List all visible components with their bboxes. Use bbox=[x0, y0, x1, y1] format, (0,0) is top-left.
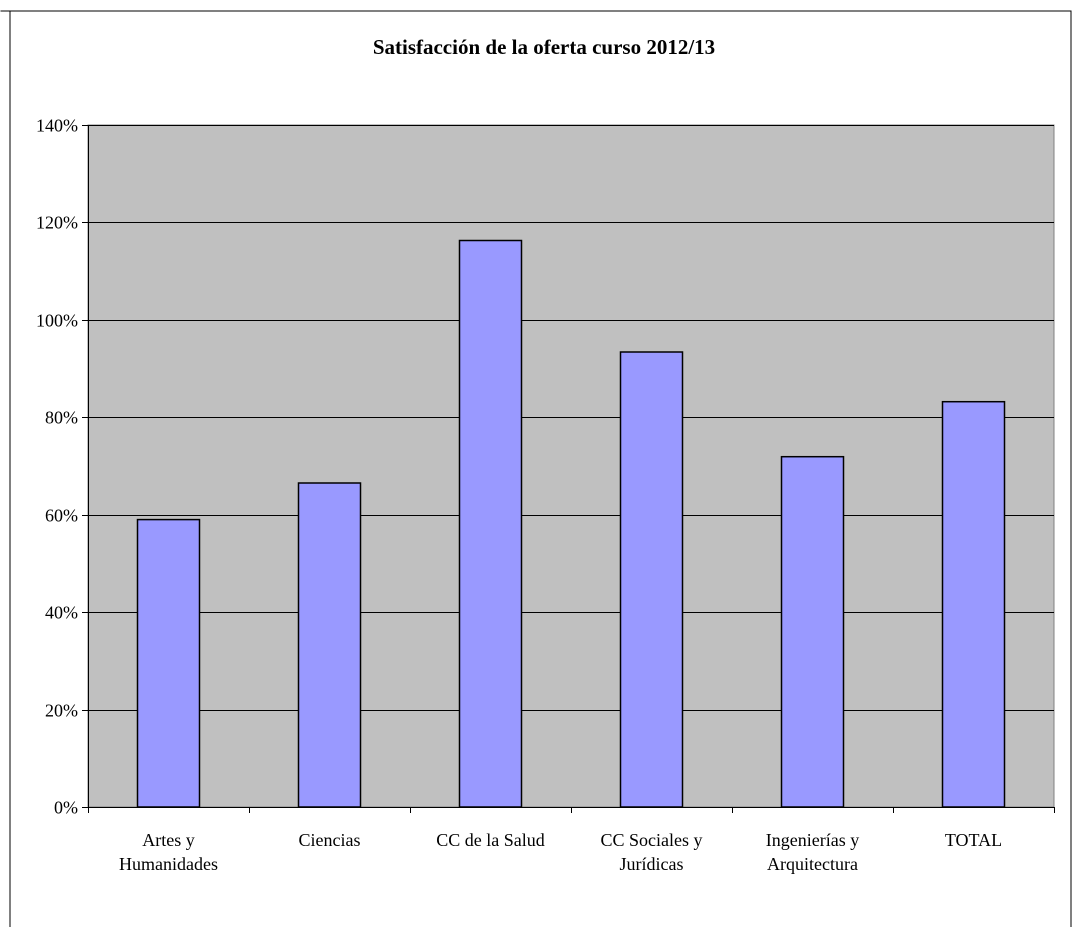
bar bbox=[780, 455, 845, 808]
y-axis-ticks: 0% 20% 40% 60% 80% 100% 120% 140% bbox=[36, 116, 88, 818]
y-tick-label: 0% bbox=[54, 798, 78, 818]
y-tick-label: 120% bbox=[36, 213, 78, 233]
x-tick-label: Ciencias bbox=[299, 830, 361, 850]
y-tick-label: 80% bbox=[45, 408, 78, 428]
bar bbox=[619, 351, 684, 808]
bar bbox=[458, 239, 523, 808]
chart-title: Satisfacción de la oferta curso 2012/13 bbox=[373, 35, 715, 59]
y-tick-label: 60% bbox=[45, 506, 78, 526]
x-tick-label: Ingenierías y Arquitectura bbox=[766, 830, 859, 874]
bar bbox=[941, 400, 1006, 808]
x-tick-label: TOTAL bbox=[945, 830, 1002, 850]
plot-area bbox=[87, 124, 1055, 808]
x-axis-labels: Artes y Humanidades Ciencias CC de la Salud… bbox=[88, 807, 1055, 874]
x-tick-label: Artes y Humanidades bbox=[119, 830, 218, 874]
y-tick-label: 100% bbox=[36, 311, 78, 331]
x-tick-label: CC de la Salud bbox=[436, 830, 545, 850]
y-tick-label: 40% bbox=[45, 603, 78, 623]
y-tick-label: 140% bbox=[36, 116, 78, 136]
gridlines bbox=[88, 125, 1054, 711]
bar bbox=[136, 518, 201, 808]
bar bbox=[297, 482, 362, 808]
x-tick-label: CC Sociales y Jurídicas bbox=[601, 830, 703, 874]
y-tick-label: 20% bbox=[45, 701, 78, 721]
